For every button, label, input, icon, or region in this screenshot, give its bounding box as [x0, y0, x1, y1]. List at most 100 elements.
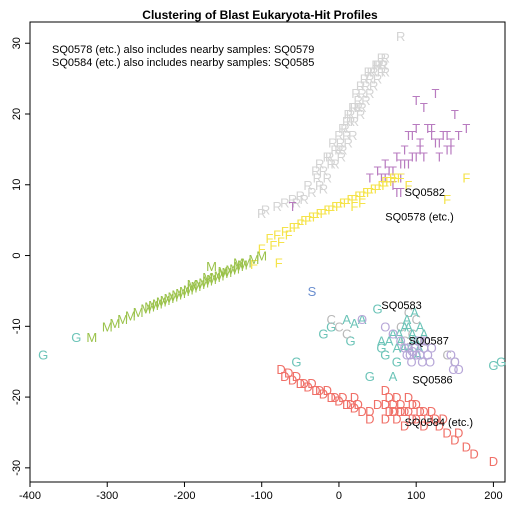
point-m: M: [117, 312, 128, 327]
point-r: R: [313, 171, 322, 186]
point-r: R: [356, 79, 365, 94]
point-m: M: [233, 256, 244, 271]
point-o: O: [400, 341, 410, 356]
point-f: F: [370, 181, 378, 196]
point-t: T: [443, 142, 451, 157]
point-r: R: [357, 86, 366, 101]
annotation-label: SQ0582: [405, 187, 445, 199]
point-a: A: [409, 333, 418, 348]
x-tick-label: 200: [484, 490, 502, 502]
y-tick-label: 30: [11, 37, 23, 49]
point-d: D: [303, 379, 312, 394]
point-m: M: [164, 291, 175, 306]
point-g: G: [380, 348, 390, 363]
point-m: M: [237, 258, 248, 273]
annotation-label: SQ0584 (etc.): [405, 417, 473, 429]
point-d: D: [319, 387, 328, 402]
point-t: T: [366, 171, 374, 186]
point-t: T: [428, 121, 436, 136]
point-m: M: [210, 270, 221, 285]
x-tick-label: -100: [251, 490, 273, 502]
point-t: T: [401, 157, 409, 172]
point-r: R: [381, 50, 390, 65]
point-f: F: [443, 192, 451, 207]
point-d: D: [311, 383, 320, 398]
point-t: T: [420, 100, 428, 115]
point-a: A: [406, 341, 415, 356]
point-f: F: [296, 217, 304, 232]
point-t: T: [447, 142, 455, 157]
point-f: F: [404, 178, 412, 193]
point-t: T: [435, 135, 443, 150]
point-g: G: [365, 369, 375, 384]
point-r: R: [354, 93, 363, 108]
point-f: F: [277, 234, 285, 249]
point-t: T: [377, 171, 385, 186]
point-g: G: [345, 333, 355, 348]
point-f: F: [292, 220, 300, 235]
point-f: F: [273, 227, 281, 242]
point-r: R: [323, 149, 332, 164]
point-a: A: [385, 333, 394, 348]
point-m: M: [133, 305, 144, 320]
point-f: F: [358, 188, 366, 203]
point-r: R: [334, 142, 343, 157]
point-m: M: [225, 263, 236, 278]
point-f: F: [462, 171, 470, 186]
point-r: R: [360, 72, 369, 87]
point-d: D: [411, 411, 420, 426]
point-g: G: [71, 330, 81, 345]
point-f: F: [381, 178, 389, 193]
point-c: C: [411, 312, 420, 327]
point-r: R: [319, 181, 328, 196]
point-r: R: [348, 128, 357, 143]
point-g: G: [318, 326, 328, 341]
point-t: T: [443, 128, 451, 143]
point-f: F: [269, 238, 277, 253]
point-t: T: [381, 157, 389, 172]
point-t: T: [428, 128, 436, 143]
point-d: D: [307, 376, 316, 391]
point-f: F: [285, 227, 293, 242]
point-r: R: [334, 128, 343, 143]
point-r: R: [369, 65, 378, 80]
point-t: T: [374, 164, 382, 179]
point-f: F: [331, 199, 339, 214]
point-t: T: [424, 121, 432, 136]
point-m: M: [156, 295, 167, 310]
y-tick-label: -20: [11, 389, 23, 405]
point-r: R: [257, 206, 266, 221]
point-d: D: [276, 362, 285, 377]
point-r: R: [292, 195, 301, 210]
point-a: A: [342, 312, 351, 327]
point-m: M: [187, 277, 198, 292]
point-r: R: [342, 128, 351, 143]
point-m: M: [148, 298, 159, 313]
point-m: M: [218, 266, 229, 281]
point-r: R: [367, 65, 376, 80]
point-r: R: [348, 100, 357, 115]
note-2: SQ0584 (etc.) also includes nearby sampl…: [52, 57, 314, 69]
point-m: M: [214, 268, 225, 283]
point-o: O: [416, 333, 426, 348]
point-m: M: [206, 272, 217, 287]
point-o: O: [406, 355, 416, 370]
y-tick-label: -10: [11, 318, 23, 334]
point-t: T: [420, 149, 428, 164]
point-r: R: [261, 203, 270, 218]
point-d: D: [442, 425, 451, 440]
point-o: O: [427, 341, 437, 356]
point-m: M: [233, 259, 244, 274]
point-o: O: [419, 341, 429, 356]
point-t: T: [416, 142, 424, 157]
point-d: D: [381, 397, 390, 412]
point-d: D: [299, 376, 308, 391]
point-t: T: [432, 135, 440, 150]
point-r: R: [272, 199, 281, 214]
point-o: O: [407, 344, 417, 359]
point-t: T: [451, 107, 459, 122]
point-a: A: [389, 326, 398, 341]
point-a: A: [403, 312, 412, 327]
point-d: D: [435, 418, 444, 433]
point-d: D: [365, 404, 374, 419]
